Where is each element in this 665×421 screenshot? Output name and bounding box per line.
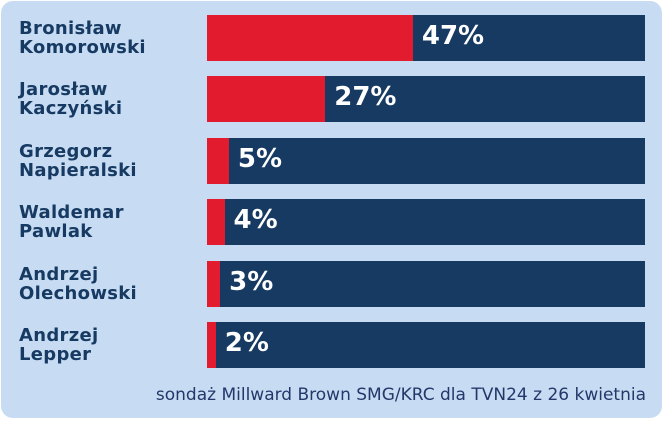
category-label: Grzegorz Napieralski [19, 140, 137, 181]
bar-track: 3% [207, 260, 645, 307]
bar-track: 2% [207, 322, 645, 368]
bar [207, 322, 216, 368]
bar [207, 199, 225, 246]
bar [207, 76, 326, 123]
bar [207, 137, 229, 184]
value-label: 4% [233, 205, 278, 236]
bar [207, 260, 221, 307]
value-label: 27% [334, 82, 397, 113]
category-label: Andrzej Olechowski [19, 263, 138, 304]
category-label: Andrzej Lepper [19, 325, 99, 365]
bar-track: 47% [207, 15, 645, 61]
note: sondaż Millward Brown SMG/KRC dla TVN24 … [155, 385, 646, 405]
bar-track: 4% [207, 199, 645, 246]
value-label: 3% [229, 266, 274, 297]
value-label: 2% [224, 328, 269, 358]
category-label: Jarosław Kaczyński [19, 79, 123, 120]
category-label: Bronisław Komorowski [19, 18, 146, 58]
bar [207, 15, 413, 61]
value-label: 5% [237, 143, 283, 174]
category-label: Waldemar Pawlak [19, 202, 124, 243]
bar-track: 27% [207, 76, 645, 123]
value-label: 47% [421, 21, 485, 51]
bar-track: 5% [207, 137, 645, 184]
